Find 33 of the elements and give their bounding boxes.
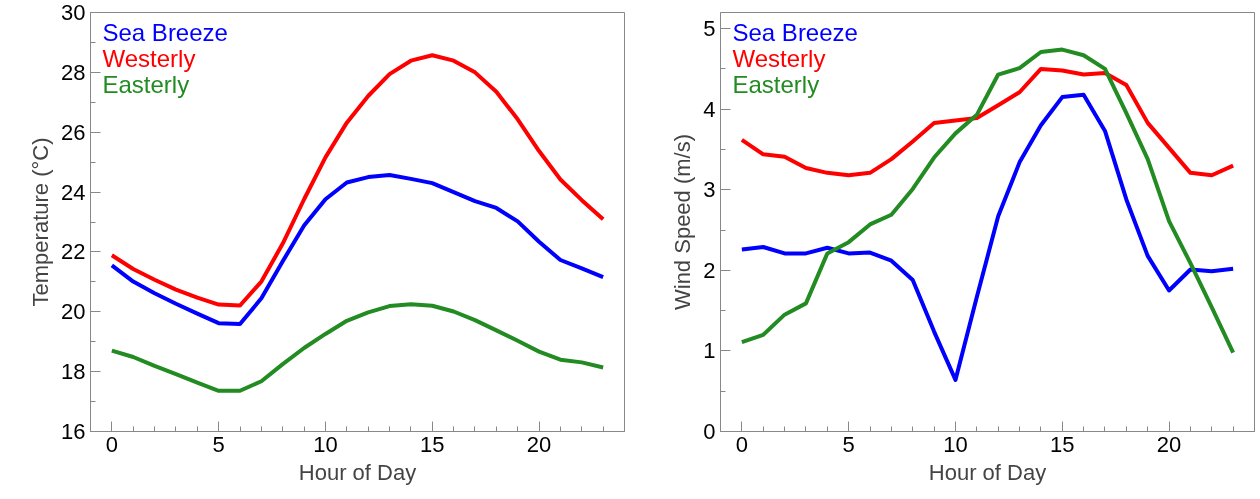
text: Westerly xyxy=(732,44,826,72)
y-tick-label: 18 xyxy=(61,359,86,385)
x-tick-label: 10 xyxy=(313,431,338,457)
x-tick-label: 15 xyxy=(1050,431,1075,457)
y-tick-label: 22 xyxy=(61,239,86,265)
y-tick-label: 5 xyxy=(703,16,716,42)
y-tick-label: 2 xyxy=(703,257,716,283)
x-tick-label: 5 xyxy=(842,431,855,457)
text: Sea Breeze xyxy=(732,18,858,46)
x-axis-title: Hour of Day xyxy=(298,459,417,485)
y-axis-title: Temperature (°C) xyxy=(28,137,54,307)
text: Sea Breeze xyxy=(102,18,228,46)
x-tick-label: 20 xyxy=(1156,431,1182,457)
line-series xyxy=(109,173,606,327)
y-tick-label: 16 xyxy=(61,419,86,444)
x-tick-label: 0 xyxy=(735,431,748,457)
x-tick-label: 5 xyxy=(212,431,225,457)
y-tick-label: 28 xyxy=(61,59,86,85)
y-tick-label: 26 xyxy=(61,119,86,145)
line-series xyxy=(109,302,606,393)
y-tick-label: 30 xyxy=(61,0,86,25)
y-tick-label: 24 xyxy=(61,179,86,205)
y-tick-label: 4 xyxy=(703,96,716,122)
x-tick-label: 10 xyxy=(943,431,968,457)
x-tick-label: 0 xyxy=(105,431,118,457)
x-axis-title: Hour of Day xyxy=(928,459,1047,485)
text: Westerly xyxy=(102,44,196,72)
y-tick-label: 3 xyxy=(703,177,716,203)
x-tick-label: 15 xyxy=(420,431,445,457)
x-tick-label: 20 xyxy=(526,431,552,457)
y-tick-label: 1 xyxy=(703,338,716,364)
y-axis-title: Wind Speed (m/s) xyxy=(670,133,696,311)
y-tick-label: 20 xyxy=(61,299,86,325)
